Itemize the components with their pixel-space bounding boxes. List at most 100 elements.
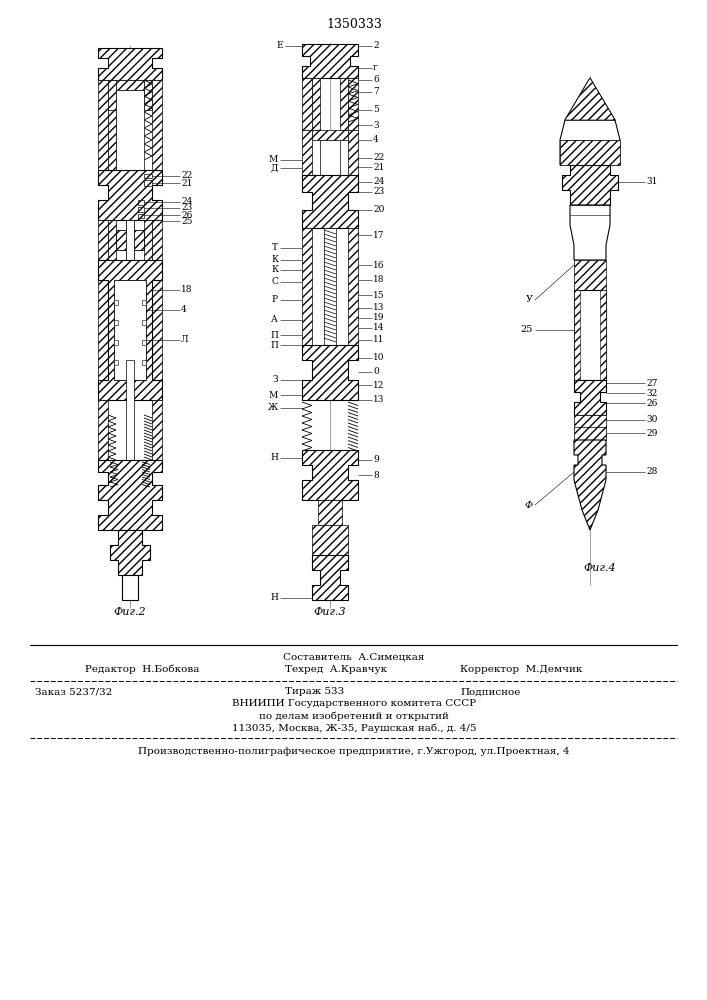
- Text: 32: 32: [646, 388, 658, 397]
- Text: 4: 4: [181, 306, 187, 314]
- Polygon shape: [348, 78, 358, 130]
- Text: 11: 11: [373, 336, 385, 344]
- Text: Тираж 533: Тираж 533: [285, 688, 344, 696]
- Text: 25: 25: [520, 326, 533, 334]
- Polygon shape: [560, 140, 620, 165]
- Bar: [312, 525, 348, 555]
- Text: М: М: [269, 390, 278, 399]
- Polygon shape: [302, 228, 312, 345]
- Text: Ф: Ф: [525, 500, 533, 510]
- Text: 3: 3: [373, 120, 379, 129]
- Text: Составитель  А.Симецкая: Составитель А.Симецкая: [284, 652, 425, 662]
- Text: 7: 7: [373, 88, 379, 97]
- Bar: [126, 360, 134, 460]
- Text: 18: 18: [181, 286, 192, 294]
- Text: 30: 30: [646, 416, 658, 424]
- Polygon shape: [98, 220, 108, 380]
- Text: 31: 31: [646, 178, 658, 186]
- Polygon shape: [324, 228, 336, 345]
- Polygon shape: [565, 78, 615, 120]
- Polygon shape: [98, 400, 108, 460]
- Text: 21: 21: [181, 178, 192, 188]
- Text: Д: Д: [271, 163, 278, 172]
- Polygon shape: [144, 80, 152, 110]
- Text: 1350333: 1350333: [326, 18, 382, 31]
- Polygon shape: [302, 78, 312, 130]
- Polygon shape: [348, 228, 358, 345]
- Bar: [142, 300, 146, 305]
- Text: 5: 5: [373, 105, 379, 114]
- Text: М: М: [269, 155, 278, 164]
- Polygon shape: [302, 450, 358, 500]
- Text: 6: 6: [373, 76, 379, 85]
- Polygon shape: [600, 290, 606, 380]
- Text: 13: 13: [373, 304, 385, 312]
- Polygon shape: [98, 170, 162, 220]
- Polygon shape: [560, 78, 620, 165]
- Polygon shape: [144, 174, 152, 178]
- Text: 26: 26: [646, 398, 658, 408]
- Polygon shape: [98, 48, 162, 80]
- Polygon shape: [574, 290, 580, 380]
- Polygon shape: [108, 110, 116, 170]
- Text: Н: Н: [270, 454, 278, 462]
- Bar: [114, 300, 118, 305]
- Polygon shape: [116, 80, 144, 90]
- Text: Фиг.3: Фиг.3: [314, 607, 346, 617]
- Text: Редактор  Н.Бобкова: Редактор Н.Бобкова: [85, 664, 199, 674]
- Polygon shape: [302, 130, 312, 175]
- Text: 26: 26: [181, 211, 192, 220]
- Text: 113035, Москва, Ж-35, Раушская наб., д. 4/5: 113035, Москва, Ж-35, Раушская наб., д. …: [232, 723, 477, 733]
- Polygon shape: [138, 200, 144, 205]
- Text: 23: 23: [181, 204, 192, 213]
- Text: 22: 22: [181, 172, 192, 180]
- Text: 21: 21: [373, 162, 385, 172]
- Text: 13: 13: [373, 395, 385, 404]
- Polygon shape: [98, 80, 108, 170]
- Text: 24: 24: [373, 178, 385, 186]
- Text: Подписное: Подписное: [460, 688, 520, 696]
- Polygon shape: [152, 80, 162, 170]
- Bar: [114, 360, 118, 365]
- Text: 2: 2: [373, 41, 379, 50]
- Polygon shape: [348, 130, 358, 175]
- Polygon shape: [152, 400, 162, 460]
- Text: У: У: [526, 296, 533, 304]
- Polygon shape: [98, 460, 162, 530]
- Text: Н: Н: [270, 593, 278, 602]
- Text: 12: 12: [373, 380, 385, 389]
- Text: К: К: [271, 265, 278, 274]
- Text: 22: 22: [373, 153, 384, 162]
- Text: 20: 20: [373, 206, 385, 215]
- Bar: [126, 220, 134, 360]
- Bar: [142, 360, 146, 365]
- Text: T: T: [272, 243, 278, 252]
- Bar: [114, 340, 118, 345]
- Text: ВНИИПИ Государственного комитета СССР: ВНИИПИ Государственного комитета СССР: [232, 700, 476, 708]
- Bar: [142, 340, 146, 345]
- Bar: [122, 575, 138, 600]
- Text: E: E: [276, 41, 283, 50]
- Text: 10: 10: [373, 354, 385, 362]
- Polygon shape: [108, 220, 116, 260]
- Text: П: П: [270, 330, 278, 340]
- Text: 24: 24: [181, 198, 192, 207]
- Polygon shape: [312, 130, 348, 140]
- Text: Производственно-полиграфическое предприятие, г.Ужгород, ул.Проектная, 4: Производственно-полиграфическое предприя…: [139, 746, 570, 756]
- Polygon shape: [302, 175, 358, 228]
- Text: 19: 19: [373, 314, 385, 322]
- Text: 9: 9: [373, 456, 379, 464]
- Bar: [116, 90, 144, 170]
- Text: А: А: [271, 316, 278, 324]
- Text: 17: 17: [373, 231, 385, 239]
- Polygon shape: [116, 230, 144, 250]
- Polygon shape: [152, 220, 162, 380]
- Text: Р: Р: [272, 296, 278, 304]
- Polygon shape: [574, 380, 606, 415]
- Text: Фиг.2: Фиг.2: [114, 607, 146, 617]
- Polygon shape: [108, 80, 116, 110]
- Text: Ж: Ж: [268, 403, 278, 412]
- Text: 28: 28: [646, 468, 658, 477]
- Text: С: С: [271, 277, 278, 286]
- Polygon shape: [340, 78, 348, 130]
